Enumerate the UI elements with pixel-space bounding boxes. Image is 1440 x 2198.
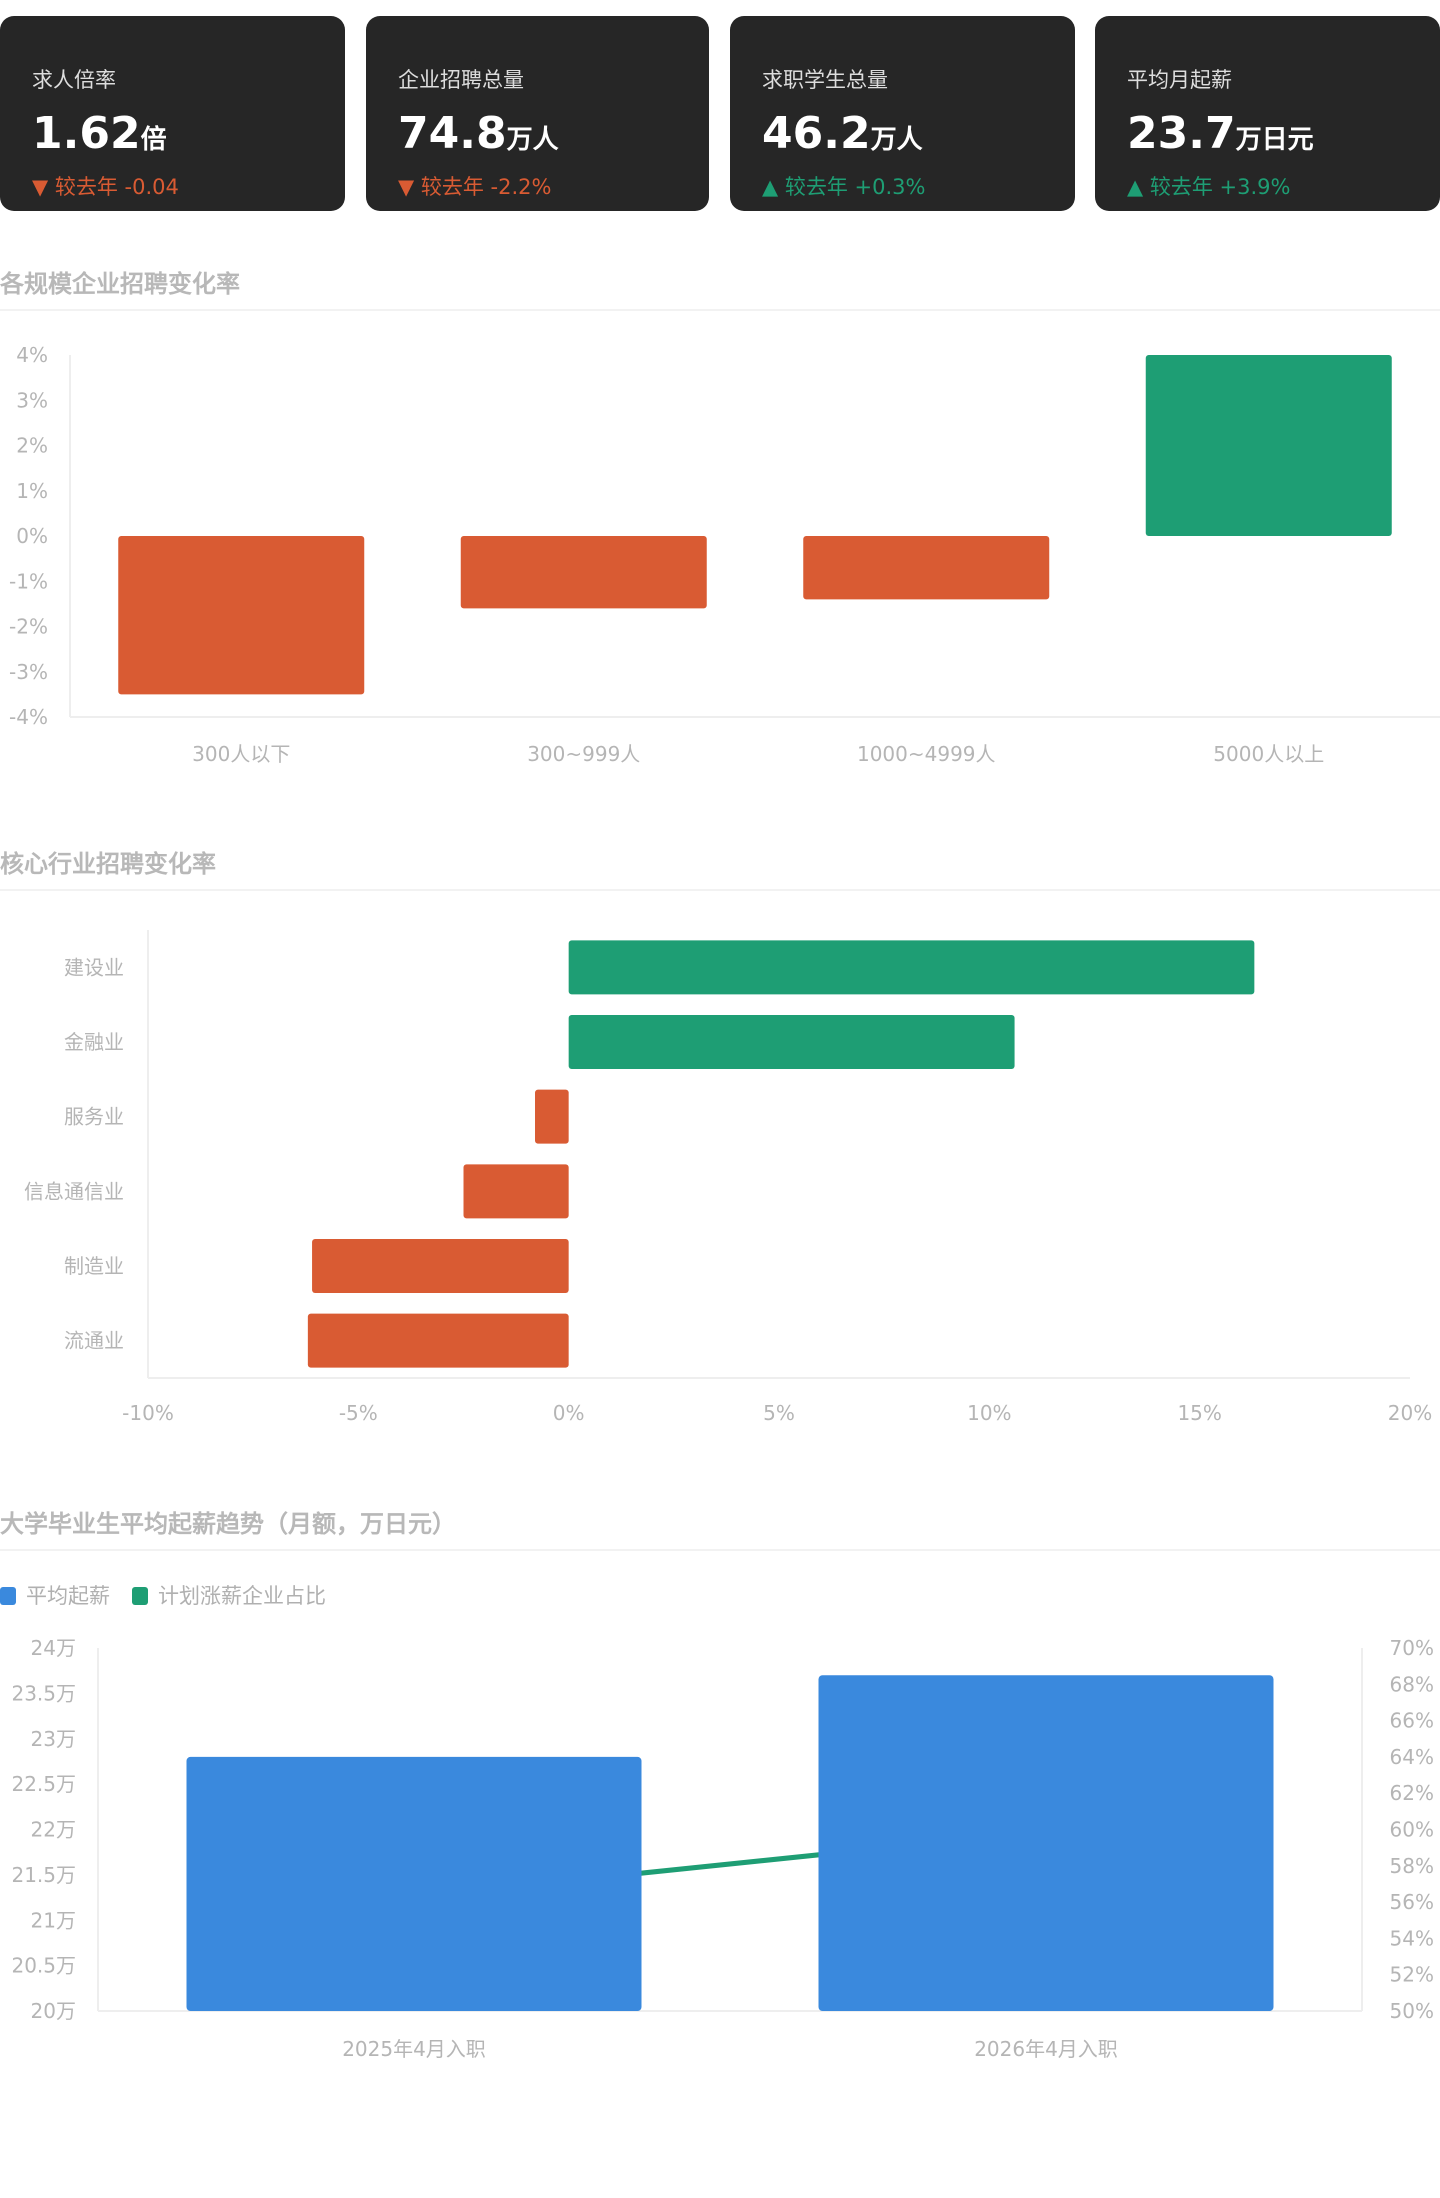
kpi-change: ▲ 较去年 +0.3%	[762, 175, 926, 199]
y-tick-label: -3%	[9, 660, 48, 684]
y2-tick-label: 56%	[1390, 1890, 1434, 1914]
y-tick-label: 金融业	[64, 1030, 124, 1054]
y-tick-label: -2%	[9, 615, 48, 639]
kpi-change: ▲ 较去年 +3.9%	[1127, 175, 1291, 199]
chart2-title: 核心行业招聘变化率	[0, 850, 216, 878]
y2-tick-label: 62%	[1390, 1781, 1434, 1805]
triangle-up-icon: ▲	[762, 175, 779, 199]
y-tick-label: 服务业	[64, 1105, 124, 1129]
x-tick-label: -10%	[122, 1401, 174, 1425]
kpi-title: 企业招聘总量	[398, 68, 524, 92]
x-tick-label: 5000人以上	[1213, 742, 1324, 766]
bar	[460, 536, 707, 609]
x-tick-label: 2026年4月入职	[974, 2037, 1118, 2061]
kpi-title: 求职学生总量	[762, 68, 888, 92]
legend-item-salary[interactable]: 平均起薪	[0, 1580, 110, 1610]
y-tick-label: 流通业	[64, 1329, 124, 1353]
y-tick-label: 3%	[16, 388, 48, 412]
kpi-value: 23.7万日元	[1127, 108, 1314, 159]
kpi-card: 平均月起薪 23.7万日元 ▲ 较去年 +3.9%	[1095, 16, 1440, 211]
divider	[0, 1549, 1440, 1551]
divider	[0, 889, 1440, 891]
bar	[312, 1239, 569, 1293]
x-tick-label: 300~999人	[527, 742, 640, 766]
y-tick-label: 0%	[16, 524, 48, 548]
chart-salary-trend: 24万 23.5万 23万 22.5万 22万 21.5万 21万 20.5万 20万 70% 68…	[11, 1636, 1434, 2061]
y-tick-label: 21.5万	[11, 1863, 76, 1887]
y-tick-label: 20.5万	[11, 1954, 76, 1978]
kpi-title: 求人倍率	[32, 68, 116, 92]
y2-tick-label: 64%	[1390, 1745, 1434, 1769]
y2-tick-label: 60%	[1390, 1818, 1434, 1842]
triangle-down-icon: ▼	[398, 175, 415, 199]
legend-label: 计划涨薪企业占比	[158, 1584, 326, 1608]
y-tick-label: 21万	[31, 1908, 76, 1932]
bar	[535, 1089, 569, 1144]
triangle-up-icon: ▲	[1127, 175, 1144, 199]
y-tick-label: 22.5万	[11, 1772, 76, 1796]
kpi-card: 企业招聘总量 74.8万人 ▼ 较去年 -2.2%	[366, 16, 709, 211]
y-tick-label: 20万	[31, 1999, 76, 2023]
y2-tick-label: 66%	[1390, 1709, 1434, 1733]
y-tick-label: 4%	[16, 343, 48, 367]
kpi-card: 求职学生总量 46.2万人 ▲ 较去年 +0.3%	[730, 16, 1075, 211]
bar	[568, 1015, 1015, 1069]
x-tick-label: 5%	[763, 1401, 795, 1425]
y2-tick-label: 58%	[1390, 1854, 1434, 1878]
y-tick-label: 23.5万	[11, 1681, 76, 1705]
y-tick-label: 建设业	[64, 955, 124, 979]
x-tick-label: 10%	[967, 1401, 1011, 1425]
kpi-card: 求人倍率 1.62倍 ▼ 较去年 -0.04	[0, 16, 345, 211]
triangle-down-icon: ▼	[32, 175, 49, 199]
bar	[118, 536, 365, 695]
kpi-value: 46.2万人	[762, 108, 923, 159]
bar	[186, 1756, 642, 2011]
kpi-change: ▼ 较去年 -0.04	[32, 175, 179, 199]
y2-tick-label: 50%	[1390, 1999, 1434, 2023]
chart-company-size: 4% 3% 2% 1% 0% -1% -2% -3% -4% 300人以下 300~999人 1000…	[9, 343, 1440, 766]
x-tick-label: -5%	[339, 1401, 378, 1425]
y-tick-label: -1%	[9, 569, 48, 593]
y2-tick-label: 52%	[1390, 1963, 1434, 1987]
bar	[568, 940, 1255, 995]
y2-tick-label: 68%	[1390, 1672, 1434, 1696]
chart1-title: 各规模企业招聘变化率	[0, 270, 240, 298]
y-tick-label: -4%	[9, 705, 48, 729]
chart3-title: 大学毕业生平均起薪趋势（月额，万日元）	[0, 1510, 456, 1538]
x-tick-label: 0%	[553, 1401, 585, 1425]
x-tick-label: 300人以下	[192, 742, 290, 766]
x-tick-label: 1000~4999人	[857, 742, 996, 766]
legend-swatch-blue	[0, 1587, 16, 1605]
y-tick-label: 24万	[31, 1636, 76, 1660]
x-tick-label: 15%	[1177, 1401, 1221, 1425]
y-tick-label: 23万	[31, 1727, 76, 1751]
bar	[818, 1675, 1274, 2011]
y-tick-label: 1%	[16, 479, 48, 503]
y-tick-label: 信息通信业	[24, 1179, 124, 1203]
y2-tick-label: 54%	[1390, 1926, 1434, 1950]
x-tick-label: 20%	[1388, 1401, 1432, 1425]
legend-label: 平均起薪	[26, 1584, 110, 1608]
kpi-title: 平均月起薪	[1127, 68, 1232, 92]
bar	[463, 1164, 569, 1219]
y-tick-label: 2%	[16, 434, 48, 458]
y-tick-label: 22万	[31, 1818, 76, 1842]
kpi-value: 1.62倍	[32, 108, 167, 159]
bar	[1145, 355, 1392, 536]
legend: 平均起薪 计划涨薪企业占比	[0, 1580, 326, 1610]
kpi-value: 74.8万人	[398, 108, 559, 159]
bar	[803, 536, 1050, 600]
y-tick-label: 制造业	[64, 1254, 124, 1278]
legend-item-raise[interactable]: 计划涨薪企业占比	[132, 1580, 326, 1610]
legend-swatch-green	[132, 1587, 148, 1605]
divider	[0, 309, 1440, 311]
y2-tick-label: 70%	[1390, 1636, 1434, 1660]
bar	[307, 1313, 569, 1368]
kpi-change: ▼ 较去年 -2.2%	[398, 175, 552, 199]
x-tick-label: 2025年4月入职	[342, 2037, 486, 2061]
